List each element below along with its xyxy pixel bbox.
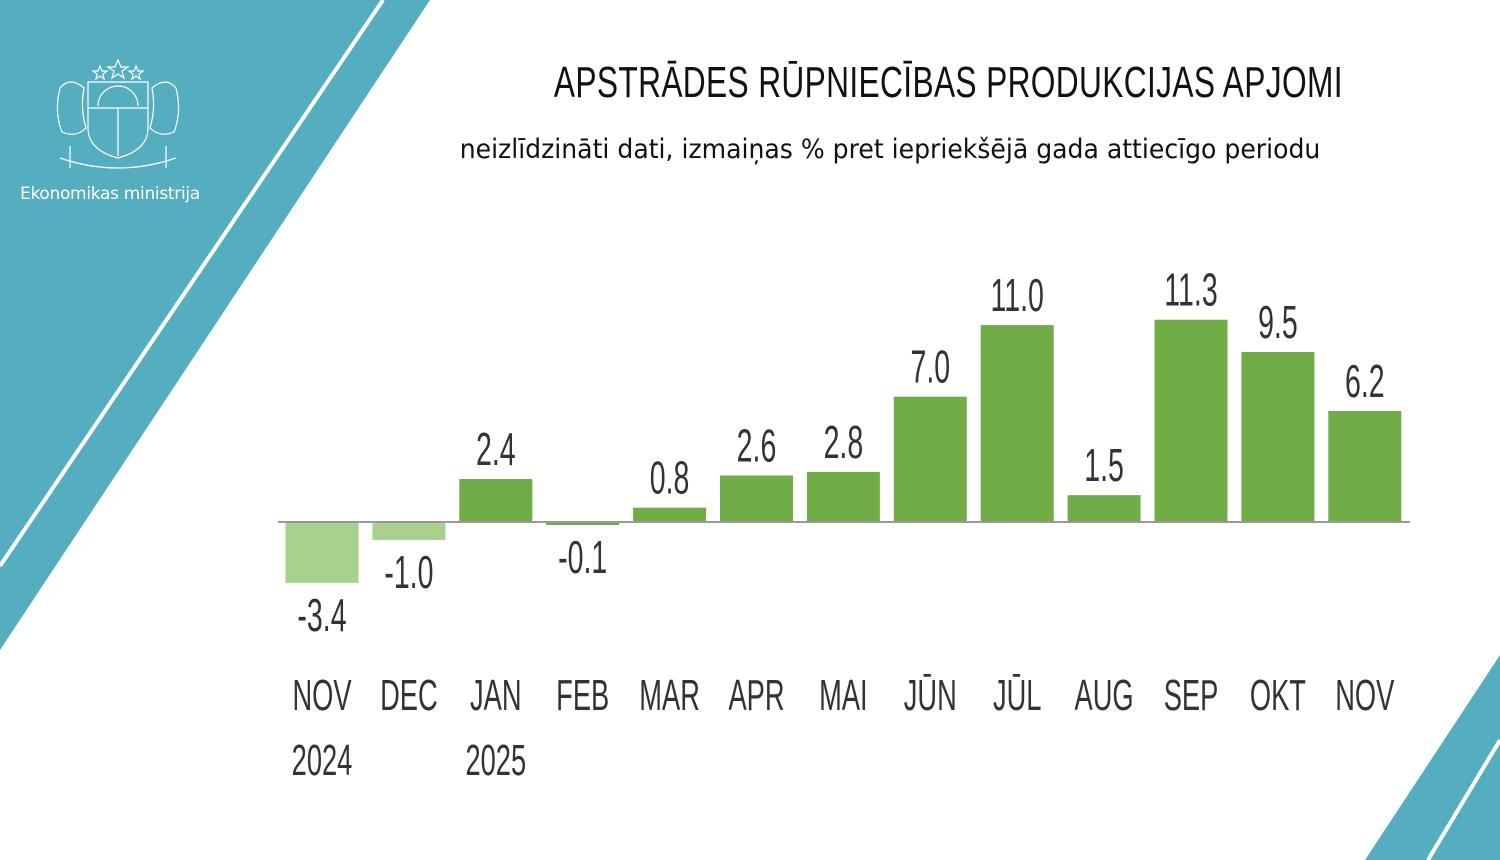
x-tick-label: MAR (639, 670, 700, 719)
chart-subtitle: neizlīdzināti dati, izmaiņas % pret iepr… (459, 134, 1321, 165)
bar-8 (893, 396, 967, 522)
bar-10 (1067, 495, 1141, 522)
x-tick-label: JŪN (904, 670, 957, 719)
bar-6 (720, 475, 793, 522)
x-tick-label: NOV (1335, 670, 1395, 719)
data-label: -1.0 (384, 547, 433, 599)
data-label: -0.1 (558, 532, 607, 584)
bar-4 (546, 522, 620, 525)
bar-9 (980, 325, 1054, 522)
bar-3 (459, 479, 533, 522)
x-tick-label: JAN (470, 670, 522, 719)
data-label: 2.6 (737, 421, 777, 473)
x-year-label: 2024 (292, 735, 353, 784)
x-tick-label: OKT (1250, 670, 1306, 719)
data-label: 2.8 (824, 417, 864, 469)
x-year-label: 2025 (465, 735, 526, 784)
data-label: 11.0 (991, 270, 1044, 322)
white-stripe-right (1426, 738, 1500, 860)
teal-band-left (0, 0, 430, 650)
data-label: 0.8 (650, 453, 690, 505)
bar-11 (1154, 319, 1228, 522)
teal-band-right (1365, 655, 1500, 860)
bar-2 (372, 522, 446, 540)
data-label: 7.0 (910, 342, 950, 394)
data-label: 6.2 (1345, 356, 1385, 408)
data-label: 9.5 (1258, 297, 1298, 349)
x-tick-label: DEC (380, 670, 438, 719)
x-tick-label: FEB (556, 670, 609, 719)
data-label: 1.5 (1084, 440, 1124, 492)
data-label: 2.4 (476, 424, 516, 476)
organization-name: Ekonomikas ministrija (20, 184, 200, 204)
data-label: -3.4 (297, 590, 346, 642)
x-tick-label: JŪL (993, 670, 1041, 719)
bar-7 (806, 471, 880, 522)
data-label: 11.3 (1164, 265, 1217, 317)
bar-13 (1328, 411, 1402, 522)
latvia-coat-of-arms-icon (56, 58, 180, 169)
x-tick-label: SEP (1164, 670, 1219, 719)
bar-1 (285, 522, 359, 583)
bar-12 (1241, 351, 1315, 522)
x-tick-label: MAI (819, 670, 867, 719)
x-tick-label: NOV (292, 670, 352, 719)
white-stripe-left (0, 0, 385, 568)
x-tick-label: AUG (1075, 670, 1134, 719)
x-tick-label: APR (728, 670, 784, 719)
bar-5 (633, 507, 707, 522)
